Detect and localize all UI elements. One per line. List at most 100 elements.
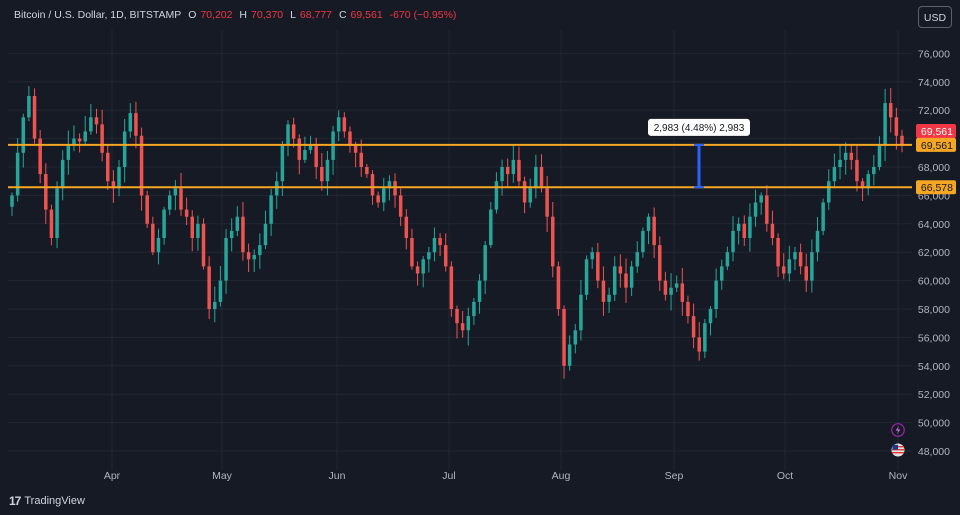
candle-body[interactable] (151, 223, 155, 253)
candle-body[interactable] (815, 230, 820, 253)
candle-body[interactable] (759, 195, 763, 203)
candle-body[interactable] (173, 188, 178, 196)
candle-body[interactable] (827, 181, 831, 203)
candle-body[interactable] (562, 309, 566, 366)
candle-body[interactable] (241, 216, 245, 253)
candle-body[interactable] (511, 159, 516, 175)
candle-body[interactable] (201, 223, 206, 267)
candle-body[interactable] (117, 167, 121, 189)
candle-body[interactable] (49, 209, 54, 238)
candle-body[interactable] (652, 216, 656, 246)
candle-body[interactable] (872, 167, 876, 175)
candle-body[interactable] (714, 280, 718, 309)
candle-body[interactable] (855, 159, 859, 182)
candle-body[interactable] (607, 294, 611, 302)
candle-body[interactable] (522, 181, 527, 203)
candle-body[interactable] (190, 216, 194, 238)
candle-body[interactable] (213, 301, 217, 309)
candle-body[interactable] (720, 266, 724, 281)
candle-body[interactable] (235, 216, 240, 231)
candle-body[interactable] (900, 135, 904, 145)
candle-body[interactable] (500, 167, 504, 182)
candle-body[interactable] (658, 245, 662, 281)
candle-body[interactable] (618, 266, 623, 274)
candle-body[interactable] (838, 159, 842, 167)
candle-body[interactable] (641, 230, 645, 253)
candle-body[interactable] (663, 280, 668, 295)
candle-body[interactable] (10, 195, 14, 207)
candle-body[interactable] (674, 283, 679, 288)
candle-body[interactable] (297, 138, 302, 160)
candle-body[interactable] (393, 181, 397, 196)
candle-body[interactable] (804, 266, 808, 281)
candle-body[interactable] (579, 294, 583, 331)
candle-body[interactable] (787, 259, 792, 274)
candle-body[interactable] (483, 245, 487, 281)
candle-body[interactable] (748, 216, 752, 238)
candle-body[interactable] (438, 238, 442, 246)
candle-body[interactable] (229, 230, 234, 238)
candle-body[interactable] (134, 113, 138, 136)
candle-body[interactable] (776, 238, 780, 267)
candle-body[interactable] (753, 202, 758, 217)
candle-body[interactable] (21, 117, 26, 153)
candle-body[interactable] (100, 124, 104, 153)
candle-body[interactable] (404, 216, 409, 238)
candle-body[interactable] (291, 124, 296, 139)
candle-body[interactable] (156, 238, 161, 253)
candle-body[interactable] (106, 152, 110, 182)
candle-body[interactable] (427, 252, 431, 260)
candle-body[interactable] (742, 223, 747, 238)
candle-body[interactable] (162, 209, 166, 238)
candle-body[interactable] (44, 174, 48, 210)
candle-body[interactable] (370, 174, 375, 196)
candle-body[interactable] (545, 188, 549, 217)
candle-body[interactable] (15, 152, 20, 196)
candle-body[interactable] (38, 138, 42, 175)
candle-body[interactable] (770, 223, 775, 238)
candle-body[interactable] (72, 138, 76, 146)
us-flag-icon[interactable] (891, 443, 905, 457)
candle-body[interactable] (680, 283, 685, 302)
candle-body[interactable] (843, 152, 848, 160)
candle-body[interactable] (83, 131, 87, 142)
candle-body[interactable] (421, 259, 425, 274)
candle-body[interactable] (320, 167, 324, 182)
candle-body[interactable] (32, 96, 37, 139)
candle-body[interactable] (308, 145, 313, 150)
candle-body[interactable] (517, 159, 521, 182)
candle-body[interactable] (224, 238, 228, 281)
candle-body[interactable] (866, 174, 870, 189)
candle-body[interactable] (590, 252, 594, 260)
candle-body[interactable] (781, 266, 786, 274)
candle-body[interactable] (798, 252, 803, 267)
candle-body[interactable] (455, 309, 459, 324)
candle-body[interactable] (894, 117, 899, 136)
candle-body[interactable] (269, 195, 273, 224)
candle-body[interactable] (601, 280, 606, 302)
candle-body[interactable] (263, 223, 268, 246)
candle-body[interactable] (888, 103, 893, 118)
candle-body[interactable] (314, 145, 318, 167)
candle-body[interactable] (55, 188, 59, 238)
candle-body[interactable] (443, 245, 448, 267)
candle-body[interactable] (731, 230, 735, 253)
candle-body[interactable] (736, 223, 741, 231)
candle-body[interactable] (489, 209, 493, 246)
candle-body[interactable] (60, 159, 65, 189)
candle-body[interactable] (348, 131, 352, 146)
candle-body[interactable] (860, 181, 865, 189)
candle-body[interactable] (573, 330, 578, 345)
candle-body[interactable] (303, 149, 307, 160)
candle-body[interactable] (635, 252, 639, 267)
candle-body[interactable] (122, 131, 127, 168)
candle-body[interactable] (89, 117, 93, 132)
candle-body[interactable] (184, 209, 189, 217)
candle-body[interactable] (567, 344, 572, 366)
candle-body[interactable] (94, 117, 99, 125)
candle-body[interactable] (528, 188, 532, 203)
candle-body[interactable] (128, 113, 133, 132)
candle-body[interactable] (336, 117, 341, 132)
candle-body[interactable] (27, 96, 31, 118)
